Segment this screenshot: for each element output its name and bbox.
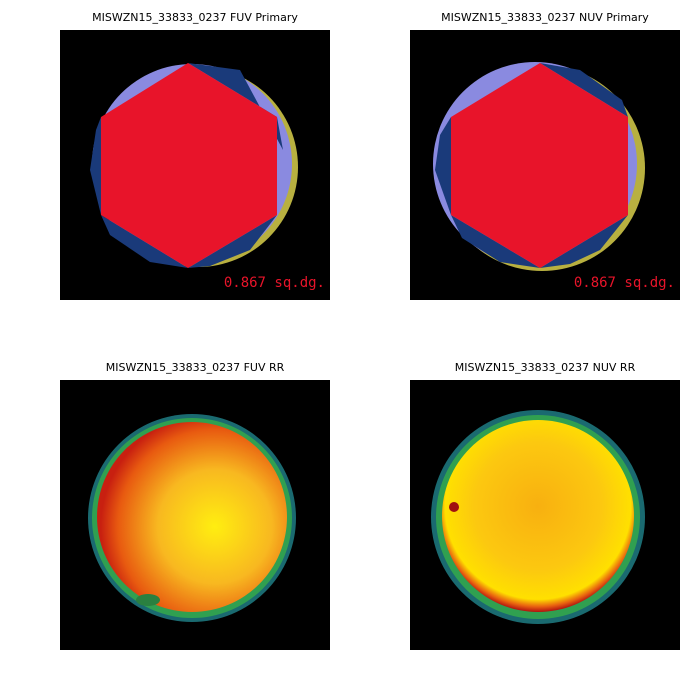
wedge xyxy=(90,117,101,215)
area-label: 0.867 sq.dg. xyxy=(574,275,675,291)
panel-title: MISWZN15_33833_0237 FUV Primary xyxy=(92,11,298,24)
panel-title: MISWZN15_33833_0237 NUV RR xyxy=(455,361,636,374)
wedge xyxy=(188,63,283,150)
panel-title: MISWZN15_33833_0237 NUV Primary xyxy=(441,11,649,24)
area-label: 0.867 sq.dg. xyxy=(224,275,325,291)
hexagon xyxy=(101,63,277,268)
hotspot xyxy=(449,502,459,512)
hexagon xyxy=(451,63,628,268)
artifact xyxy=(136,594,160,606)
wedge xyxy=(435,117,451,215)
detector-image xyxy=(97,422,287,612)
detector-image xyxy=(442,420,634,612)
panel-title: MISWZN15_33833_0237 FUV RR xyxy=(106,361,285,374)
